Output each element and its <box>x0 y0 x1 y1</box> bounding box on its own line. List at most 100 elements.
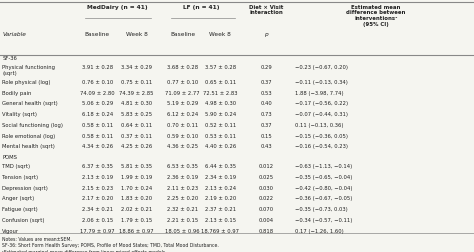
Text: −0.35 (−0.65, −0.04): −0.35 (−0.65, −0.04) <box>295 175 353 180</box>
Text: 3.34 ± 0.29: 3.34 ± 0.29 <box>121 65 152 70</box>
Text: 4.40 ± 0.26: 4.40 ± 0.26 <box>205 144 236 149</box>
Text: 18.05 ± 0.96: 18.05 ± 0.96 <box>165 229 200 234</box>
Text: 5.19 ± 0.29: 5.19 ± 0.29 <box>167 101 198 106</box>
Text: 0.11 (−0.13, 0.36): 0.11 (−0.13, 0.36) <box>295 123 344 128</box>
Text: −0.63 (−1.13, −0.14): −0.63 (−1.13, −0.14) <box>295 164 353 169</box>
Text: Estimated mean
difference between
interventions¹
(95% CI): Estimated mean difference between interv… <box>346 5 406 27</box>
Text: Role physical (log): Role physical (log) <box>2 80 51 85</box>
Text: Notes: Values are mean±SEM.: Notes: Values are mean±SEM. <box>2 237 72 242</box>
Text: 2.15 ± 0.23: 2.15 ± 0.23 <box>82 186 113 191</box>
Text: −0.23 (−0.67, 0.20): −0.23 (−0.67, 0.20) <box>295 65 348 70</box>
Text: 1.88 (−3.98, 7.74): 1.88 (−3.98, 7.74) <box>295 91 344 96</box>
Text: 72.51 ± 2.83: 72.51 ± 2.83 <box>203 91 237 96</box>
Text: −0.42 (−0.80, −0.04): −0.42 (−0.80, −0.04) <box>295 186 353 191</box>
Text: 4.36 ± 0.25: 4.36 ± 0.25 <box>167 144 198 149</box>
Text: 18.86 ± 0.97: 18.86 ± 0.97 <box>119 229 154 234</box>
Text: Social functioning (log): Social functioning (log) <box>2 123 64 128</box>
Text: p: p <box>264 32 268 37</box>
Text: Fatigue (sqrt): Fatigue (sqrt) <box>2 207 38 212</box>
Text: 0.58 ± 0.11: 0.58 ± 0.11 <box>82 123 113 128</box>
Text: 0.58 ± 0.11: 0.58 ± 0.11 <box>82 134 113 139</box>
Text: 0.64 ± 0.11: 0.64 ± 0.11 <box>121 123 152 128</box>
Text: 5.90 ± 0.24: 5.90 ± 0.24 <box>205 112 236 117</box>
Text: LF (n = 41): LF (n = 41) <box>183 5 220 10</box>
Text: 0.15: 0.15 <box>261 134 272 139</box>
Text: 2.17 ± 0.20: 2.17 ± 0.20 <box>82 196 113 201</box>
Text: −0.17 (−0.56, 0.22): −0.17 (−0.56, 0.22) <box>295 101 348 106</box>
Text: 0.012: 0.012 <box>259 164 274 169</box>
Text: 2.19 ± 0.20: 2.19 ± 0.20 <box>205 196 236 201</box>
Text: 2.06 ± 0.15: 2.06 ± 0.15 <box>82 218 113 223</box>
Text: 5.83 ± 0.25: 5.83 ± 0.25 <box>121 112 152 117</box>
Text: 74.39 ± 2.85: 74.39 ± 2.85 <box>119 91 154 96</box>
Text: 74.09 ± 2.80: 74.09 ± 2.80 <box>80 91 115 96</box>
Text: Depression (sqrt): Depression (sqrt) <box>2 186 48 191</box>
Text: 0.40: 0.40 <box>261 101 272 106</box>
Text: Tension (sqrt): Tension (sqrt) <box>2 175 38 180</box>
Text: Week 8: Week 8 <box>126 32 147 37</box>
Text: ¹Estimated marginal mean difference from linear mixed-effects models.: ¹Estimated marginal mean difference from… <box>2 250 167 252</box>
Text: 5.06 ± 0.29: 5.06 ± 0.29 <box>82 101 113 106</box>
Text: 6.53 ± 0.35: 6.53 ± 0.35 <box>167 164 198 169</box>
Text: Baseline: Baseline <box>84 32 110 37</box>
Text: SF-36: Short Form Health Survey; POMS, Profile of Mood States; TMD, Total Mood D: SF-36: Short Form Health Survey; POMS, P… <box>2 243 219 248</box>
Text: 0.030: 0.030 <box>259 186 274 191</box>
Text: 2.36 ± 0.19: 2.36 ± 0.19 <box>167 175 198 180</box>
Text: 4.81 ± 0.30: 4.81 ± 0.30 <box>121 101 152 106</box>
Text: Mental health (sqrt): Mental health (sqrt) <box>2 144 55 149</box>
Text: 0.818: 0.818 <box>259 229 274 234</box>
Text: 0.59 ± 0.10: 0.59 ± 0.10 <box>167 134 198 139</box>
Text: 0.070: 0.070 <box>259 207 274 212</box>
Text: 6.12 ± 0.24: 6.12 ± 0.24 <box>167 112 198 117</box>
Text: Diet × Visit
interaction: Diet × Visit interaction <box>249 5 283 15</box>
Text: −0.11 (−0.13, 0.34): −0.11 (−0.13, 0.34) <box>295 80 348 85</box>
Text: −0.35 (−0.73, 0.03): −0.35 (−0.73, 0.03) <box>295 207 348 212</box>
Text: 3.68 ± 0.28: 3.68 ± 0.28 <box>167 65 198 70</box>
Text: 3.91 ± 0.28: 3.91 ± 0.28 <box>82 65 113 70</box>
Text: 17.79 ± 0.97: 17.79 ± 0.97 <box>80 229 115 234</box>
Text: Vitality (sqrt): Vitality (sqrt) <box>2 112 37 117</box>
Text: POMS: POMS <box>2 155 18 160</box>
Text: Confusion (sqrt): Confusion (sqrt) <box>2 218 45 223</box>
Text: Physical functioning
(sqrt): Physical functioning (sqrt) <box>2 65 55 76</box>
Text: 0.004: 0.004 <box>259 218 274 223</box>
Text: Bodily pain: Bodily pain <box>2 91 32 96</box>
Text: 0.37 ± 0.11: 0.37 ± 0.11 <box>121 134 152 139</box>
Text: 0.37: 0.37 <box>261 123 272 128</box>
Text: 0.53 ± 0.11: 0.53 ± 0.11 <box>205 134 236 139</box>
Text: −0.16 (−0.54, 0.23): −0.16 (−0.54, 0.23) <box>295 144 348 149</box>
Text: 4.34 ± 0.26: 4.34 ± 0.26 <box>82 144 113 149</box>
Text: Variable: Variable <box>2 32 26 37</box>
Text: 5.81 ± 0.35: 5.81 ± 0.35 <box>121 164 152 169</box>
Text: 2.25 ± 0.20: 2.25 ± 0.20 <box>167 196 198 201</box>
Text: 0.025: 0.025 <box>259 175 274 180</box>
Text: Week 8: Week 8 <box>210 32 231 37</box>
Text: 6.37 ± 0.35: 6.37 ± 0.35 <box>82 164 113 169</box>
Text: 1.99 ± 0.19: 1.99 ± 0.19 <box>121 175 152 180</box>
Text: MedDairy (n = 41): MedDairy (n = 41) <box>87 5 147 10</box>
Text: 0.73: 0.73 <box>261 112 272 117</box>
Text: 0.75 ± 0.11: 0.75 ± 0.11 <box>121 80 152 85</box>
Text: TMD (sqrt): TMD (sqrt) <box>2 164 30 169</box>
Text: 18.769 ± 0.97: 18.769 ± 0.97 <box>201 229 239 234</box>
Text: SF-36: SF-36 <box>2 56 17 61</box>
Text: Anger (sqrt): Anger (sqrt) <box>2 196 35 201</box>
Text: 2.02 ± 0.21: 2.02 ± 0.21 <box>121 207 152 212</box>
Text: 0.77 ± 0.10: 0.77 ± 0.10 <box>167 80 198 85</box>
Text: 0.43: 0.43 <box>261 144 272 149</box>
Text: −0.07 (−0.44, 0.31): −0.07 (−0.44, 0.31) <box>295 112 348 117</box>
Text: 4.25 ± 0.26: 4.25 ± 0.26 <box>121 144 152 149</box>
Text: 71.09 ± 2.77: 71.09 ± 2.77 <box>165 91 200 96</box>
Text: 1.83 ± 0.20: 1.83 ± 0.20 <box>121 196 152 201</box>
Text: −0.34 (−0.57, −0.11): −0.34 (−0.57, −0.11) <box>295 218 353 223</box>
Text: 2.13 ± 0.15: 2.13 ± 0.15 <box>205 218 236 223</box>
Text: 0.17 (−1.26, 1.60): 0.17 (−1.26, 1.60) <box>295 229 344 234</box>
Text: 6.18 ± 0.24: 6.18 ± 0.24 <box>82 112 113 117</box>
Text: Vigour: Vigour <box>2 229 19 234</box>
Text: 2.13 ± 0.19: 2.13 ± 0.19 <box>82 175 113 180</box>
Text: 3.57 ± 0.28: 3.57 ± 0.28 <box>205 65 236 70</box>
Text: 0.53: 0.53 <box>261 91 272 96</box>
Text: 2.21 ± 0.15: 2.21 ± 0.15 <box>167 218 198 223</box>
Text: 2.32 ± 0.21: 2.32 ± 0.21 <box>167 207 198 212</box>
Text: −0.15 (−0.36, 0.05): −0.15 (−0.36, 0.05) <box>295 134 348 139</box>
